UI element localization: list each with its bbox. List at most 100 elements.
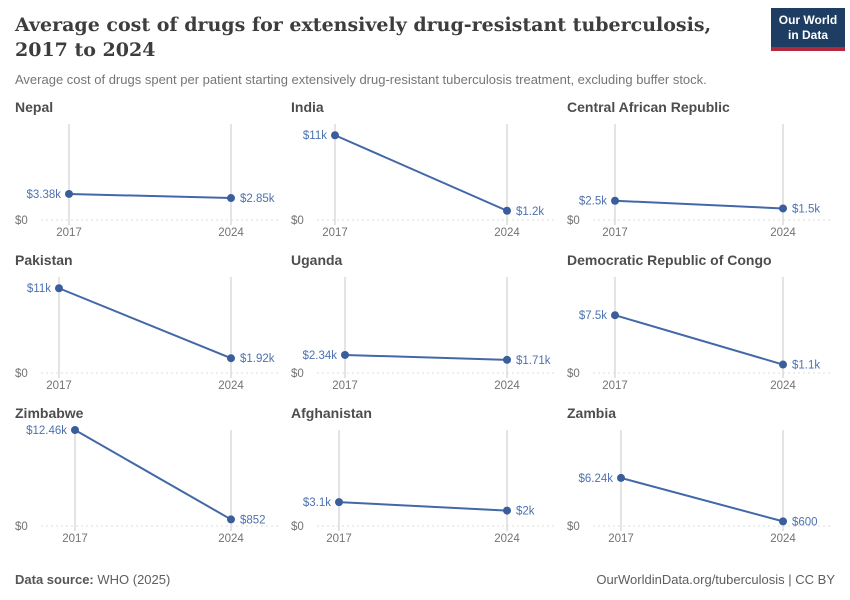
data-line [338, 501, 508, 512]
data-line [58, 287, 232, 360]
facet-afghanistan: Afghanistan $0 $3.1k $2k 2017 2024 [291, 405, 559, 547]
facet-nepal: Nepal $0 $3.38k $2.85k 2017 2024 [15, 99, 283, 241]
data-point-2017[interactable] [65, 190, 73, 199]
value-label-2024: $1.2k [516, 206, 544, 218]
value-label-2024: $1.1k [792, 360, 820, 372]
facet-plot: $0 $2.34k $1.71k 2017 2024 [291, 277, 555, 392]
facet-plot: $0 $11k $1.92k 2017 2024 [15, 277, 279, 392]
zero-label: $0 [567, 215, 580, 227]
data-line [68, 193, 232, 200]
year-tick-2024: 2024 [494, 380, 520, 392]
value-label-2017: $12.46k [26, 425, 67, 437]
facet-plot: $0 $12.46k $852 2017 2024 [15, 425, 279, 545]
data-point-2017[interactable] [331, 131, 339, 140]
year-tick-2024: 2024 [494, 533, 520, 545]
value-label-2017: $11k [303, 130, 327, 142]
year-tick-2024: 2024 [770, 533, 796, 545]
facet-plot: $0 $11k $1.2k 2017 2024 [291, 124, 555, 239]
facet-central-african-republic: Central African Republic $0 $2.5k $1.5k 2017… [567, 99, 835, 241]
year-tick-2017: 2017 [602, 380, 628, 392]
data-point-2024[interactable] [779, 517, 787, 526]
chart-subtitle: Average cost of drugs spent per patient … [15, 72, 707, 88]
data-point-2024[interactable] [779, 360, 787, 369]
data-point-2024[interactable] [503, 206, 511, 215]
facet-title: Democratic Republic of Congo [567, 252, 772, 269]
zero-label: $0 [291, 368, 304, 380]
value-label-2024: $2k [516, 506, 535, 518]
year-tick-2024: 2024 [218, 533, 244, 545]
data-point-2024[interactable] [227, 194, 235, 203]
data-line [344, 354, 508, 361]
facet-pakistan: Pakistan $0 $11k $1.92k 2017 2024 [15, 252, 283, 394]
facet-zimbabwe: Zimbabwe $0 $12.46k $852 2017 2024 [15, 405, 283, 547]
data-line [620, 477, 784, 523]
data-point-2024[interactable] [227, 354, 235, 363]
year-tick-2017: 2017 [62, 533, 88, 545]
year-tick-2024: 2024 [770, 227, 796, 239]
credit-line: OurWorldinData.org/tuberculosis | CC BY [596, 572, 835, 587]
data-source-label: Data source: [15, 572, 94, 587]
value-label-2024: $600 [792, 517, 818, 529]
data-point-2024[interactable] [779, 204, 787, 213]
facet-title: Nepal [15, 99, 54, 116]
data-point-2017[interactable] [611, 311, 619, 320]
owid-logo-line1: Our World [778, 13, 838, 27]
data-point-2017[interactable] [341, 351, 349, 360]
value-label-2017: $2.5k [579, 196, 607, 208]
year-tick-2017: 2017 [322, 227, 348, 239]
facet-title: India [291, 99, 324, 116]
data-line [74, 429, 232, 521]
data-point-2017[interactable] [611, 196, 619, 205]
facet-grid: Nepal $0 $3.38k $2.85k 2017 2024 India $0 $11k $1… [0, 99, 850, 547]
chart-header: Average cost of drugs for extensively dr… [0, 0, 850, 87]
data-point-2024[interactable] [503, 355, 511, 364]
data-point-2017[interactable] [55, 284, 63, 293]
zero-label: $0 [15, 521, 28, 533]
zero-label: $0 [15, 215, 28, 227]
data-point-2024[interactable] [227, 515, 235, 524]
zero-label: $0 [567, 521, 580, 533]
year-tick-2017: 2017 [602, 227, 628, 239]
facet-plot: $0 $3.38k $2.85k 2017 2024 [15, 124, 279, 239]
value-label-2024: $2.85k [240, 193, 275, 205]
facet-title: Central African Republic [567, 99, 730, 116]
chart-title: Average cost of drugs for extensively dr… [15, 14, 712, 62]
data-point-2024[interactable] [503, 506, 511, 515]
year-tick-2024: 2024 [770, 380, 796, 392]
facet-title: Zimbabwe [15, 405, 84, 422]
facet-plot: $0 $6.24k $600 2017 2024 [567, 430, 831, 545]
zero-label: $0 [15, 368, 28, 380]
data-source-value: WHO (2025) [93, 572, 171, 587]
chart-footer: Data source: WHO (2025) OurWorldinData.o… [0, 572, 850, 587]
data-line [614, 314, 784, 366]
year-tick-2024: 2024 [218, 380, 244, 392]
year-tick-2024: 2024 [218, 227, 244, 239]
value-label-2017: $2.34k [302, 350, 337, 362]
data-source: Data source: WHO (2025) [15, 572, 170, 587]
year-tick-2017: 2017 [326, 533, 352, 545]
year-tick-2024: 2024 [494, 227, 520, 239]
data-point-2017[interactable] [335, 498, 343, 507]
facet-democratic-republic-of-congo: Democratic Republic of Congo $0 $7.5k $1.1k… [567, 252, 835, 394]
year-tick-2017: 2017 [608, 533, 634, 545]
owid-logo-line2: in Data [787, 28, 828, 42]
data-point-2017[interactable] [71, 426, 79, 435]
zero-label: $0 [291, 521, 304, 533]
year-tick-2017: 2017 [332, 380, 358, 392]
facet-zambia: Zambia $0 $6.24k $600 2017 2024 [567, 405, 835, 547]
owid-logo: Our World in Data [771, 8, 845, 51]
data-line [334, 134, 508, 212]
facet-plot: $0 $2.5k $1.5k 2017 2024 [567, 124, 831, 239]
facet-title: Uganda [291, 252, 343, 269]
value-label-2024: $852 [240, 515, 266, 527]
year-tick-2017: 2017 [46, 380, 72, 392]
facet-title: Pakistan [15, 252, 73, 269]
value-label-2017: $6.24k [578, 473, 613, 485]
value-label-2024: $1.92k [240, 353, 275, 365]
zero-label: $0 [291, 215, 304, 227]
facet-title: Afghanistan [291, 405, 372, 422]
value-label-2017: $3.1k [303, 497, 331, 509]
data-point-2017[interactable] [617, 474, 625, 483]
data-line [614, 199, 784, 210]
